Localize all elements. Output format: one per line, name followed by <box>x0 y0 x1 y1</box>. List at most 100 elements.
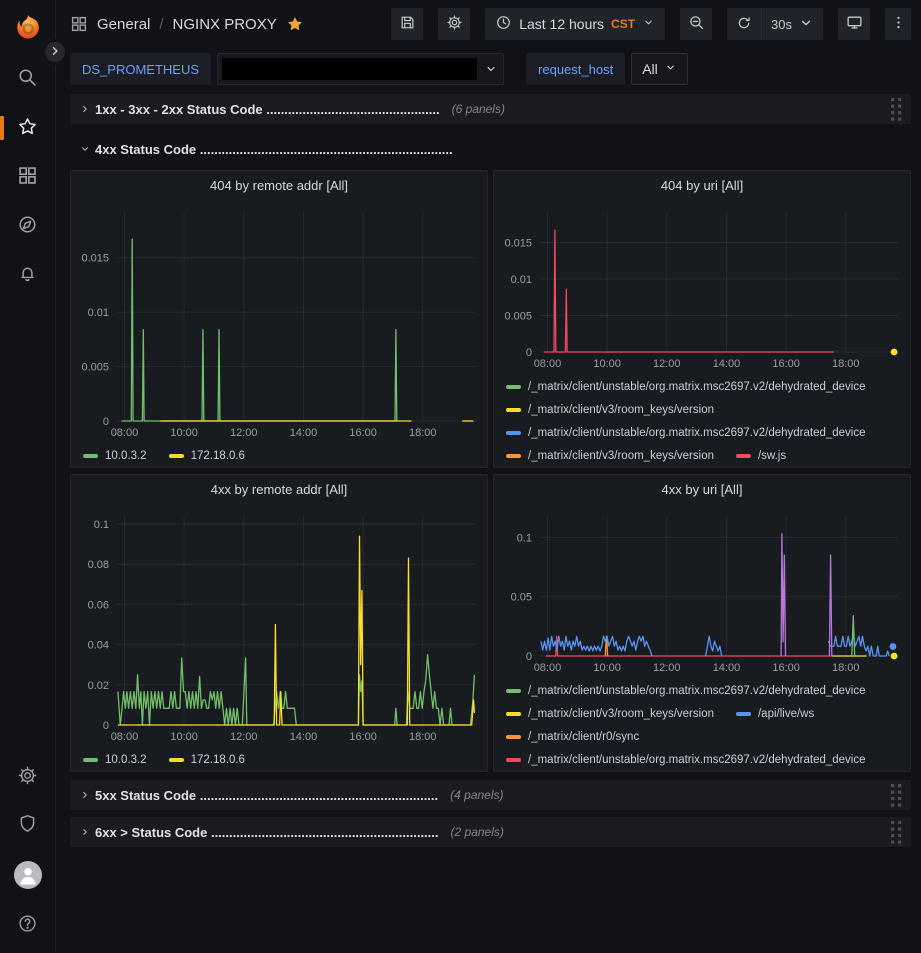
legend-series-marker <box>506 711 521 716</box>
svg-text:0.08: 0.08 <box>88 559 109 571</box>
legend-series-label: /_matrix/client/unstable/org.matrix.msc2… <box>528 684 866 697</box>
time-series-chart[interactable]: 0 0.005 0.01 0.015 08:00 10:00 12:00 14:00 16:00… <box>494 199 910 372</box>
sidebar-item-configuration[interactable] <box>16 765 40 789</box>
legend-item[interactable]: /_matrix/client/unstable/org.matrix.msc2… <box>506 754 866 766</box>
legend-series-marker <box>168 757 184 762</box>
svg-text:16:00: 16:00 <box>349 427 377 439</box>
row-4xx-status-code[interactable]: 4xx Status Code ........................… <box>70 134 911 164</box>
svg-text:12:00: 12:00 <box>653 358 681 370</box>
sidebar-item-alerting[interactable] <box>16 263 40 287</box>
legend-item[interactable]: /sw.js <box>735 450 786 462</box>
redacted-value <box>222 58 478 80</box>
legend-item[interactable]: 10.0.3.2 <box>83 754 147 766</box>
grafana-logo-icon[interactable] <box>13 13 43 43</box>
gear-icon <box>17 765 38 789</box>
sidebar-item-explore[interactable] <box>16 214 40 238</box>
row-5xx-status-code[interactable]: 5xx Status Code ........................… <box>70 780 911 810</box>
svg-text:16:00: 16:00 <box>349 731 377 743</box>
svg-text:0: 0 <box>526 347 532 359</box>
svg-text:0.06: 0.06 <box>88 599 109 611</box>
legend-series-label: /_matrix/client/v3/room_keys/version <box>528 449 714 462</box>
legend-row: /_matrix/client/unstable/org.matrix.msc2… <box>506 421 900 444</box>
sidebar-item-server-admin[interactable] <box>16 813 40 837</box>
svg-text:12:00: 12:00 <box>230 731 258 743</box>
legend-series-label: /_matrix/client/v3/room_keys/version <box>528 707 714 720</box>
legend-series-label: /_matrix/client/r0/sync <box>528 730 640 743</box>
sidebar-item-help[interactable] <box>16 913 40 937</box>
breadcrumb-dashboard-title[interactable]: NGINX PROXY <box>172 15 277 33</box>
svg-text:16:00: 16:00 <box>772 662 800 674</box>
row-drag-handle[interactable] <box>890 783 903 808</box>
svg-text:10:00: 10:00 <box>170 427 198 439</box>
zoom-out-button[interactable] <box>680 8 713 40</box>
time-series-chart[interactable]: 0 0.02 0.04 0.06 0.08 0.1 08:00 10:00 12:00 14:00… <box>71 503 487 745</box>
legend-item[interactable]: /_matrix/client/v3/room_keys/version <box>506 404 714 416</box>
legend-item[interactable]: /api/live/ws <box>735 708 814 720</box>
request-host-value: All <box>642 61 658 77</box>
legend-item[interactable]: /_matrix/client/unstable/org.matrix.msc2… <box>506 427 866 439</box>
panel-legend: 10.0.3.2 172.18.0.6 <box>71 441 487 467</box>
clock-icon <box>495 14 512 34</box>
share-icon[interactable] <box>313 15 331 33</box>
legend-item[interactable]: /_matrix/client/unstable/org.matrix.msc2… <box>506 685 866 697</box>
panel-title[interactable]: 404 by remote addr [All] <box>209 177 349 193</box>
legend-item[interactable]: 172.18.0.6 <box>168 754 245 766</box>
legend-row: /_matrix/client/unstable/org.matrix.msc2… <box>506 679 900 702</box>
time-series-chart[interactable]: 0 0.05 0.1 08:00 10:00 12:00 14:00 16:00 18:00 <box>494 503 910 676</box>
legend-series-marker <box>506 734 521 739</box>
refresh-interval-dropdown[interactable]: 30s <box>761 8 823 40</box>
panel-legend: /_matrix/client/unstable/org.matrix.msc2… <box>494 676 910 771</box>
panel-title[interactable]: 4xx by remote addr [All] <box>210 481 348 497</box>
sidebar-expand-button[interactable] <box>42 39 68 65</box>
question-circle-icon <box>17 913 38 937</box>
save-dashboard-button[interactable] <box>391 8 424 40</box>
zoom-out-icon <box>688 14 705 34</box>
refresh-button[interactable] <box>727 8 761 40</box>
gear-icon <box>446 14 463 34</box>
svg-text:08:00: 08:00 <box>534 662 562 674</box>
variable-label-ds-prometheus[interactable]: DS_PROMETHEUS <box>70 53 212 85</box>
row-drag-handle[interactable] <box>890 97 903 122</box>
legend-series-marker <box>735 453 751 458</box>
sidebar-item-starred[interactable] <box>0 116 40 140</box>
legend-series-label: /_matrix/client/unstable/org.matrix.msc2… <box>528 753 866 766</box>
user-avatar[interactable] <box>13 861 42 889</box>
refresh-interval-label: 30s <box>771 16 792 32</box>
panel-title[interactable]: 4xx by uri [All] <box>661 481 743 497</box>
legend-item[interactable]: /_matrix/client/v3/room_keys/version <box>506 708 714 720</box>
row-drag-handle[interactable] <box>890 820 903 845</box>
legend-item[interactable]: /_matrix/client/unstable/org.matrix.msc2… <box>506 381 866 393</box>
legend-row: /_matrix/client/unstable/org.matrix.msc2… <box>506 748 900 771</box>
variable-label-request-host[interactable]: request_host <box>526 53 626 85</box>
favorite-star-icon[interactable] <box>286 15 304 33</box>
datasource-select[interactable] <box>217 53 505 85</box>
row-6xx-status-code[interactable]: 6xx > Status Code ......................… <box>70 817 911 847</box>
sidebar-item-search[interactable] <box>16 67 40 91</box>
row-1xx-3xx-2xx-status-code[interactable]: 1xx - 3xx - 2xx Status Code ............… <box>70 94 911 124</box>
sidebar-item-dashboards[interactable] <box>16 165 40 189</box>
person-icon <box>16 861 40 889</box>
tv-mode-button[interactable] <box>838 8 870 40</box>
top-nav-bar: General / NGINX PROXY Last 12 hours CST <box>70 0 911 48</box>
legend-series-marker <box>83 453 98 458</box>
panel-4xx-by-uri-all: 4xx by uri [All] 0 0.05 0.1 08:00 10:00 12:00 1… <box>493 474 911 772</box>
time-range-picker[interactable]: Last 12 hours CST <box>485 8 666 40</box>
legend-item[interactable]: /_matrix/client/r0/sync <box>506 731 639 743</box>
legend-item[interactable]: 172.18.0.6 <box>168 450 245 462</box>
legend-series-marker <box>506 430 521 435</box>
legend-series-marker <box>506 453 521 458</box>
legend-series-marker <box>506 688 521 693</box>
time-series-chart[interactable]: 0 0.005 0.01 0.015 08:00 10:00 12:00 14:00 16:00… <box>71 199 487 441</box>
row-title: 1xx - 3xx - 2xx Status Code ............… <box>95 101 440 117</box>
chevron-right-icon <box>75 103 95 115</box>
request-host-select[interactable]: All <box>631 53 688 85</box>
legend-row: 10.0.3.2 172.18.0.6 <box>83 444 477 467</box>
legend-item[interactable]: 10.0.3.2 <box>83 450 147 462</box>
breadcrumb-section[interactable]: General <box>97 15 151 33</box>
panel-title[interactable]: 404 by uri [All] <box>660 177 744 193</box>
more-options-button[interactable] <box>885 8 911 40</box>
svg-text:18:00: 18:00 <box>409 731 437 743</box>
dashboard-settings-button[interactable] <box>438 8 471 40</box>
timezone-label: CST <box>611 17 636 31</box>
legend-item[interactable]: /_matrix/client/v3/room_keys/version <box>506 450 714 462</box>
